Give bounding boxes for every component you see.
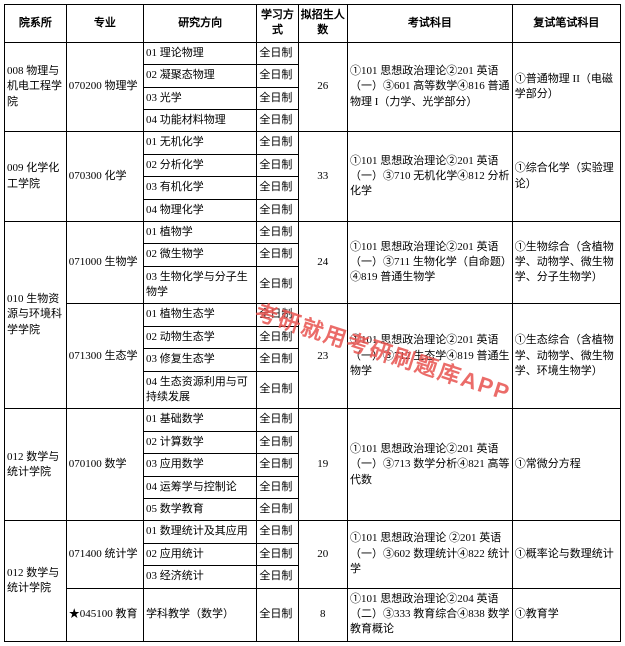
exam-cell: ①101 思想政治理论②201 英语（一）③712 生态学④819 普通生物学 <box>347 304 512 409</box>
col-header-1: 专业 <box>66 5 143 43</box>
mode-cell: 全日制 <box>257 454 298 476</box>
direction-cell: 04 物理化学 <box>144 199 257 221</box>
direction-cell: 03 光学 <box>144 87 257 109</box>
col-header-4: 拟招生人数 <box>298 5 347 43</box>
mode-cell: 全日制 <box>257 521 298 543</box>
direction-cell: 01 基础数学 <box>144 409 257 431</box>
enroll-cell: 8 <box>298 588 347 641</box>
mode-cell: 全日制 <box>257 65 298 87</box>
dept-cell: 012 数学与统计学院 <box>5 409 67 521</box>
dept-cell: 008 物理与机电工程学院 <box>5 42 67 132</box>
table-header-row: 院系所专业研究方向学习方式拟招生人数考试科目复试笔试科目 <box>5 5 621 43</box>
direction-cell: 03 应用数学 <box>144 454 257 476</box>
direction-cell: 04 功能材料物理 <box>144 109 257 131</box>
major-cell: 070200 物理学 <box>66 42 143 132</box>
direction-cell: 01 无机化学 <box>144 132 257 154</box>
table-body: 008 物理与机电工程学院070200 物理学01 理论物理全日制26①101 … <box>5 42 621 641</box>
dept-cell: 012 数学与统计学院 <box>5 521 67 641</box>
mode-cell: 全日制 <box>257 132 298 154</box>
enroll-cell: 26 <box>298 42 347 132</box>
exam-cell: ①101 思想政治理论②201 英语（一）③601 高等数学④816 普通物理 … <box>347 42 512 132</box>
direction-cell: 04 运筹学与控制论 <box>144 476 257 498</box>
exam-cell: ①101 思想政治理论②201 英语（一）③711 生物化学（自命题）④819 … <box>347 221 512 304</box>
retest-cell: ①普通物理 II（电磁学部分） <box>512 42 620 132</box>
dept-cell: 009 化学化工学院 <box>5 132 67 222</box>
retest-cell: ①生物综合（含植物学、动物学、微生物学、分子生物学） <box>512 221 620 304</box>
direction-cell: 04 生态资源利用与可持续发展 <box>144 371 257 409</box>
mode-cell: 全日制 <box>257 566 298 588</box>
mode-cell: 全日制 <box>257 177 298 199</box>
mode-cell: 全日制 <box>257 588 298 641</box>
major-cell: 070300 化学 <box>66 132 143 222</box>
mode-cell: 全日制 <box>257 42 298 64</box>
major-cell: 071300 生态学 <box>66 304 143 409</box>
direction-cell: 02 应用统计 <box>144 543 257 565</box>
retest-cell: ①生态综合（含植物学、动物学、微生物学、环境生物学） <box>512 304 620 409</box>
exam-cell: ①101 思想政治理论②201 英语（一）③710 无机化学④812 分析化学 <box>347 132 512 222</box>
direction-cell: 03 经济统计 <box>144 566 257 588</box>
direction-cell: 03 生物化学与分子生物学 <box>144 266 257 304</box>
major-cell: 070100 数学 <box>66 409 143 521</box>
mode-cell: 全日制 <box>257 476 298 498</box>
direction-cell: 02 动物生态学 <box>144 326 257 348</box>
direction-cell: 02 计算数学 <box>144 431 257 453</box>
direction-cell: 02 凝聚态物理 <box>144 65 257 87</box>
retest-cell: ①教育学 <box>512 588 620 641</box>
direction-cell: 01 植物学 <box>144 221 257 243</box>
table-row: 012 数学与统计学院070100 数学01 基础数学全日制19①101 思想政… <box>5 409 621 431</box>
exam-cell: ①101 思想政治理论②201 英语（一）③713 数学分析④821 高等代数 <box>347 409 512 521</box>
mode-cell: 全日制 <box>257 266 298 304</box>
mode-cell: 全日制 <box>257 304 298 326</box>
major-cell: 071000 生物学 <box>66 221 143 304</box>
exam-cell: ①101 思想政治理论②204 英语（二）③333 教育综合④838 数学教育概… <box>347 588 512 641</box>
mode-cell: 全日制 <box>257 349 298 371</box>
direction-cell: 01 理论物理 <box>144 42 257 64</box>
retest-cell: ①综合化学（实验理论） <box>512 132 620 222</box>
enroll-cell: 19 <box>298 409 347 521</box>
enroll-cell: 33 <box>298 132 347 222</box>
enroll-cell: 23 <box>298 304 347 409</box>
admissions-table: 院系所专业研究方向学习方式拟招生人数考试科目复试笔试科目 008 物理与机电工程… <box>4 4 621 642</box>
direction-cell: 02 微生物学 <box>144 244 257 266</box>
direction-cell: 01 植物生态学 <box>144 304 257 326</box>
enroll-cell: 20 <box>298 521 347 588</box>
table-row: 010 生物资源与环境科学学院071000 生物学01 植物学全日制24①101… <box>5 221 621 243</box>
mode-cell: 全日制 <box>257 199 298 221</box>
col-header-0: 院系所 <box>5 5 67 43</box>
major-cell: ★045100 教育 <box>66 588 143 641</box>
table-row: ★045100 教育学科教学（数学）全日制8①101 思想政治理论②204 英语… <box>5 588 621 641</box>
retest-cell: ①常微分方程 <box>512 409 620 521</box>
col-header-5: 考试科目 <box>347 5 512 43</box>
direction-cell: 学科教学（数学） <box>144 588 257 641</box>
mode-cell: 全日制 <box>257 221 298 243</box>
col-header-3: 学习方式 <box>257 5 298 43</box>
enroll-cell: 24 <box>298 221 347 304</box>
direction-cell: 03 有机化学 <box>144 177 257 199</box>
mode-cell: 全日制 <box>257 498 298 520</box>
mode-cell: 全日制 <box>257 87 298 109</box>
retest-cell: ①概率论与数理统计 <box>512 521 620 588</box>
mode-cell: 全日制 <box>257 543 298 565</box>
major-cell: 071400 统计学 <box>66 521 143 588</box>
mode-cell: 全日制 <box>257 154 298 176</box>
mode-cell: 全日制 <box>257 431 298 453</box>
table-row: 071300 生态学01 植物生态学全日制23①101 思想政治理论②201 英… <box>5 304 621 326</box>
mode-cell: 全日制 <box>257 109 298 131</box>
mode-cell: 全日制 <box>257 409 298 431</box>
direction-cell: 01 数理统计及其应用 <box>144 521 257 543</box>
col-header-2: 研究方向 <box>144 5 257 43</box>
exam-cell: ①101 思想政治理论 ②201 英语（一）③602 数理统计④822 统计学 <box>347 521 512 588</box>
table-row: 012 数学与统计学院071400 统计学01 数理统计及其应用全日制20①10… <box>5 521 621 543</box>
col-header-6: 复试笔试科目 <box>512 5 620 43</box>
table-row: 008 物理与机电工程学院070200 物理学01 理论物理全日制26①101 … <box>5 42 621 64</box>
table-row: 009 化学化工学院070300 化学01 无机化学全日制33①101 思想政治… <box>5 132 621 154</box>
dept-cell: 010 生物资源与环境科学学院 <box>5 221 67 409</box>
direction-cell: 03 修复生态学 <box>144 349 257 371</box>
mode-cell: 全日制 <box>257 371 298 409</box>
mode-cell: 全日制 <box>257 244 298 266</box>
direction-cell: 05 数学教育 <box>144 498 257 520</box>
mode-cell: 全日制 <box>257 326 298 348</box>
direction-cell: 02 分析化学 <box>144 154 257 176</box>
